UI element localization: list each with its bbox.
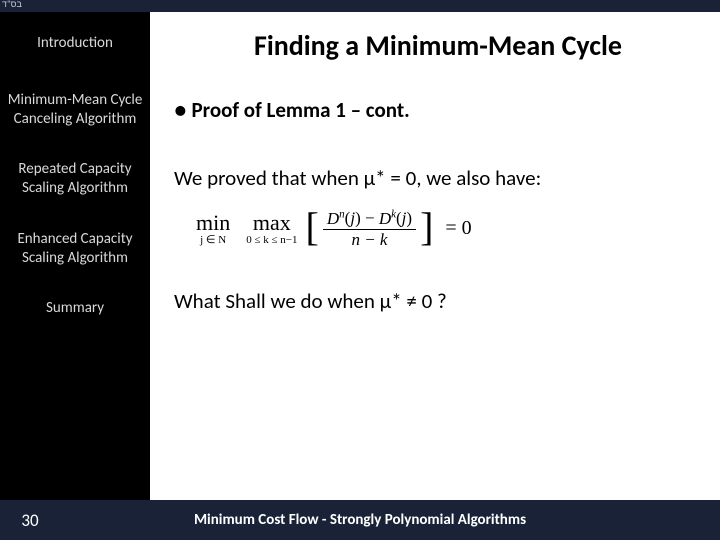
sidebar: Introduction Minimum-Mean Cycle Cancelin…	[0, 12, 150, 500]
denominator: n − k	[351, 230, 387, 249]
left-bracket: [	[304, 213, 321, 241]
max-label: max	[253, 212, 291, 234]
question-line: What Shall we do when µ* ≠ 0 ?	[174, 288, 702, 314]
sidebar-item-label: Minimum-Mean Cycle Canceling Algorithm	[8, 91, 143, 128]
sidebar-item-label: Repeated Capacity Scaling Algorithm	[18, 160, 131, 197]
footer-title: Minimum Cost Flow - Strongly Polynomial …	[60, 511, 720, 529]
sidebar-item-repeated: Repeated Capacity Scaling Algorithm	[0, 150, 150, 220]
top-strip: בס"ד	[0, 0, 720, 12]
sidebar-item-label: Enhanced Capacity Scaling Algorithm	[17, 230, 132, 267]
footer: 30 Minimum Cost Flow - Strongly Polynomi…	[0, 500, 720, 540]
sidebar-item-enhanced: Enhanced Capacity Scaling Algorithm	[0, 220, 150, 290]
slide-title: Finding a Minimum-Mean Cycle	[174, 28, 702, 63]
content-area: Finding a Minimum-Mean Cycle ● Proof of …	[150, 12, 720, 500]
max-sub: 0 ≤ k ≤ n−1	[246, 235, 297, 246]
sidebar-item-mmcc: Minimum-Mean Cycle Canceling Algorithm	[0, 81, 150, 151]
min-op: min j ∈ N	[196, 212, 230, 246]
body-line-1: We proved that when µ* = 0, we also have…	[174, 165, 702, 191]
minmax-ops: min j ∈ N max 0 ≤ k ≤ n−1	[196, 212, 298, 246]
bullet-line: ● Proof of Lemma 1 – cont.	[174, 97, 702, 123]
sidebar-item-introduction: Introduction	[31, 20, 119, 81]
equals-zero: = 0	[445, 217, 471, 240]
numerator: Dn(j) − Dk(j)	[323, 209, 416, 230]
sidebar-item-label: Introduction	[37, 34, 113, 52]
slide: בס"ד Introduction Minimum-Mean Cycle Can…	[0, 0, 720, 540]
main-row: Introduction Minimum-Mean Cycle Cancelin…	[0, 12, 720, 500]
fraction: Dn(j) − Dk(j) n − k	[323, 209, 416, 248]
page-number: 30	[0, 510, 60, 531]
min-label: min	[196, 212, 230, 234]
bullet-text: Proof of Lemma 1 – cont.	[191, 97, 409, 123]
min-sub: j ∈ N	[200, 235, 226, 246]
right-bracket: ]	[418, 213, 435, 241]
bullet-marker: ●	[174, 97, 187, 123]
sidebar-item-label: Summary	[46, 299, 104, 317]
max-op: max 0 ≤ k ≤ n−1	[246, 212, 297, 246]
topstrip-text: בס"ד	[2, 0, 22, 10]
sidebar-item-summary: Summary	[40, 289, 110, 340]
formula: min j ∈ N max 0 ≤ k ≤ n−1 [ Dn(j) − Dk(j…	[196, 209, 702, 248]
